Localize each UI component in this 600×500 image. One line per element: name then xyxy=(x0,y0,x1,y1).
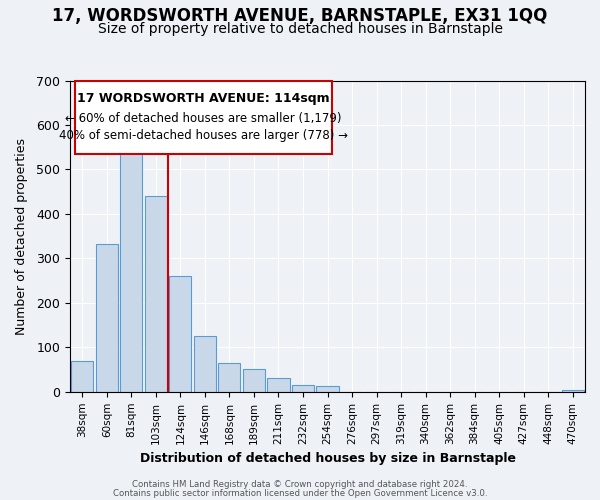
Text: 17 WORDSWORTH AVENUE: 114sqm: 17 WORDSWORTH AVENUE: 114sqm xyxy=(77,92,330,104)
Text: ← 60% of detached houses are smaller (1,179): ← 60% of detached houses are smaller (1,… xyxy=(65,112,342,124)
Bar xyxy=(268,378,290,392)
Bar xyxy=(194,336,216,392)
Bar xyxy=(562,390,584,392)
FancyBboxPatch shape xyxy=(75,80,332,154)
Bar xyxy=(121,143,142,392)
Y-axis label: Number of detached properties: Number of detached properties xyxy=(15,138,28,334)
Text: 40% of semi-detached houses are larger (778) →: 40% of semi-detached houses are larger (… xyxy=(59,130,348,142)
Text: Size of property relative to detached houses in Barnstaple: Size of property relative to detached ho… xyxy=(97,22,503,36)
Bar xyxy=(96,244,118,392)
Bar xyxy=(145,196,167,392)
Bar xyxy=(243,368,265,392)
Text: 17, WORDSWORTH AVENUE, BARNSTAPLE, EX31 1QQ: 17, WORDSWORTH AVENUE, BARNSTAPLE, EX31 … xyxy=(52,8,548,26)
Bar xyxy=(218,363,241,392)
Bar xyxy=(71,360,94,392)
X-axis label: Distribution of detached houses by size in Barnstaple: Distribution of detached houses by size … xyxy=(140,452,515,465)
Text: Contains public sector information licensed under the Open Government Licence v3: Contains public sector information licen… xyxy=(113,489,487,498)
Bar xyxy=(316,386,338,392)
Bar xyxy=(169,276,191,392)
Bar xyxy=(292,385,314,392)
Text: Contains HM Land Registry data © Crown copyright and database right 2024.: Contains HM Land Registry data © Crown c… xyxy=(132,480,468,489)
